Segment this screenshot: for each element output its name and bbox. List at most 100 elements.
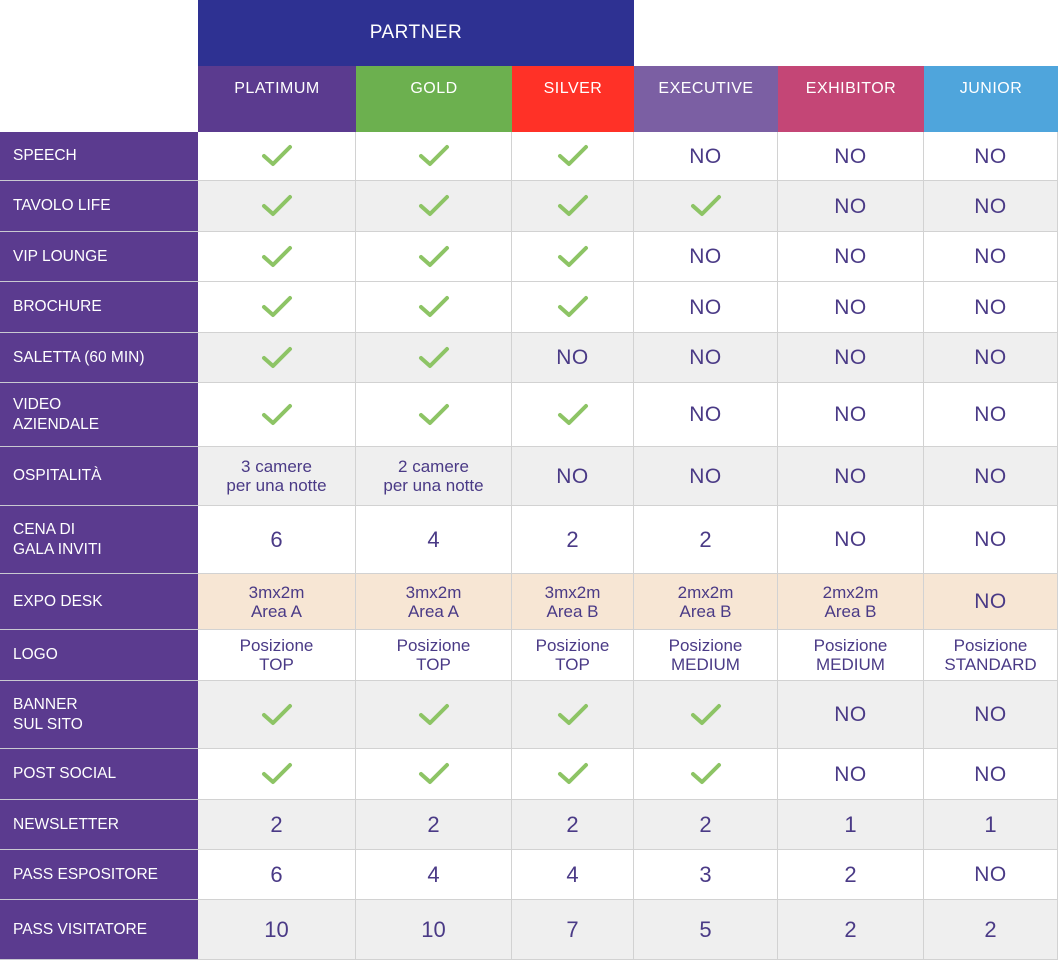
cell-value-number: 1 bbox=[844, 812, 857, 837]
table-cell: 4 bbox=[512, 850, 634, 900]
cell-value-no: NO bbox=[834, 703, 867, 726]
table-cell: 7 bbox=[512, 900, 634, 960]
cell-value-number: 2 bbox=[566, 527, 579, 552]
cell-value-no: NO bbox=[974, 245, 1007, 268]
row-header-expo-desk: EXPO DESK bbox=[0, 574, 198, 630]
table-cell: 2 bbox=[198, 800, 356, 850]
cell-value-number: 5 bbox=[699, 917, 712, 942]
check-icon bbox=[261, 195, 292, 216]
row-header-label: LOGO bbox=[13, 646, 58, 663]
row-header-label: BROCHURE bbox=[13, 298, 102, 315]
column-header-platimum: PLATIMUM bbox=[198, 66, 356, 132]
cell-value-text: Posizione TOP bbox=[396, 636, 471, 674]
column-header-label: EXHIBITOR bbox=[805, 80, 897, 97]
cell-value-text: Posizione STANDARD bbox=[944, 636, 1037, 674]
check-icon bbox=[261, 403, 292, 425]
cell-value-no: NO bbox=[974, 528, 1007, 551]
table-cell: 2 bbox=[778, 850, 924, 900]
table-cell: 2 bbox=[778, 900, 924, 960]
cell-value-number: 4 bbox=[427, 527, 440, 552]
row-header-label: PASS VISITATORE bbox=[13, 920, 148, 938]
table-cell: NO bbox=[924, 506, 1058, 574]
table-cell: NO bbox=[924, 282, 1058, 333]
column-header-label: EXECUTIVE bbox=[658, 80, 754, 97]
cell-value-number: 7 bbox=[566, 917, 579, 942]
cell-value-no: NO bbox=[556, 346, 589, 369]
cell-value-no: NO bbox=[834, 295, 867, 319]
check-icon bbox=[261, 763, 292, 784]
row-header-pass-espositore: PASS ESPOSITORE bbox=[0, 850, 198, 900]
cell-value-number: 1 bbox=[984, 812, 997, 837]
row-header-label: BANNER SUL SITO bbox=[13, 695, 83, 733]
cell-value-no: NO bbox=[974, 590, 1007, 613]
check-icon bbox=[557, 403, 588, 425]
cell-value-no: NO bbox=[834, 528, 867, 551]
table-cell-check bbox=[198, 681, 356, 749]
table-cell: NO bbox=[634, 132, 778, 181]
check-icon bbox=[261, 145, 292, 166]
cell-value-number: 2 bbox=[844, 862, 857, 887]
row-header-label: VIDEO AZIENDALE bbox=[13, 395, 100, 433]
row-header-speech: SPEECH bbox=[0, 132, 198, 181]
table-cell: 2 camere per una notte bbox=[356, 447, 512, 506]
cell-value-number: 6 bbox=[270, 527, 283, 552]
table-cell-check bbox=[356, 383, 512, 447]
cell-value-text: Posizione TOP bbox=[239, 636, 314, 674]
table-cell-check bbox=[198, 383, 356, 447]
cell-value-number: 10 bbox=[264, 917, 289, 942]
cell-value-number: 2 bbox=[566, 812, 579, 837]
cell-value-no: NO bbox=[689, 464, 722, 488]
table-cell: 2 bbox=[924, 900, 1058, 960]
check-icon bbox=[418, 145, 449, 166]
row-header-label: SALETTA (60 MIN) bbox=[13, 348, 145, 366]
cell-value-number: 6 bbox=[270, 862, 283, 887]
cell-value-no: NO bbox=[689, 245, 722, 268]
table-cell: NO bbox=[924, 132, 1058, 181]
row-header-cena-di-gala-inviti: CENA DI GALA INVITI bbox=[0, 506, 198, 574]
row-header-label: EXPO DESK bbox=[13, 592, 103, 610]
table-cell: 1 bbox=[924, 800, 1058, 850]
column-header-junior: JUNIOR bbox=[924, 66, 1058, 132]
table-cell: NO bbox=[924, 232, 1058, 282]
row-header-logo: LOGO bbox=[0, 630, 198, 681]
row-header-label: TAVOLO LIFE bbox=[13, 197, 111, 214]
row-header-tavolo-life: TAVOLO LIFE bbox=[0, 181, 198, 232]
table-cell: 4 bbox=[356, 850, 512, 900]
check-icon bbox=[557, 195, 588, 216]
cell-value-no: NO bbox=[834, 403, 867, 426]
cell-value-no: NO bbox=[974, 762, 1007, 786]
cell-value-number: 3 bbox=[699, 862, 712, 887]
table-cell: 5 bbox=[634, 900, 778, 960]
cell-value-number: 2 bbox=[699, 527, 712, 552]
table-cell: 10 bbox=[356, 900, 512, 960]
check-icon bbox=[557, 703, 588, 725]
table-cell: NO bbox=[778, 282, 924, 333]
table-cell: 3 camere per una notte bbox=[198, 447, 356, 506]
table-cell: NO bbox=[924, 383, 1058, 447]
table-cell: NO bbox=[634, 333, 778, 383]
table-cell-check bbox=[512, 282, 634, 333]
cell-value-number: 2 bbox=[844, 917, 857, 942]
check-icon bbox=[418, 296, 449, 317]
table-cell-check bbox=[512, 681, 634, 749]
table-cell-check bbox=[634, 181, 778, 232]
column-header-label: JUNIOR bbox=[959, 80, 1023, 97]
cell-value-text: 3mx2m Area A bbox=[248, 582, 305, 621]
table-cell: NO bbox=[778, 132, 924, 181]
table-cell-check bbox=[356, 181, 512, 232]
cell-value-text: 2mx2m Area B bbox=[677, 582, 734, 621]
table-cell: 1 bbox=[778, 800, 924, 850]
table-cell-check bbox=[356, 749, 512, 800]
row-header-video-aziendale: VIDEO AZIENDALE bbox=[0, 383, 198, 447]
check-icon bbox=[261, 703, 292, 725]
table-cell: NO bbox=[924, 574, 1058, 630]
cell-value-no: NO bbox=[974, 295, 1007, 319]
table-cell: NO bbox=[924, 447, 1058, 506]
table-cell: 6 bbox=[198, 850, 356, 900]
column-header-label: GOLD bbox=[410, 80, 458, 97]
table-cell: 10 bbox=[198, 900, 356, 960]
cell-value-no: NO bbox=[974, 144, 1007, 168]
table-cell-check bbox=[512, 749, 634, 800]
cell-value-no: NO bbox=[834, 144, 867, 168]
check-icon bbox=[418, 703, 449, 725]
